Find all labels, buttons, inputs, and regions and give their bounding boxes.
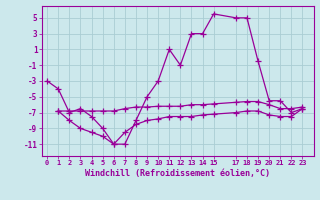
X-axis label: Windchill (Refroidissement éolien,°C): Windchill (Refroidissement éolien,°C) bbox=[85, 169, 270, 178]
